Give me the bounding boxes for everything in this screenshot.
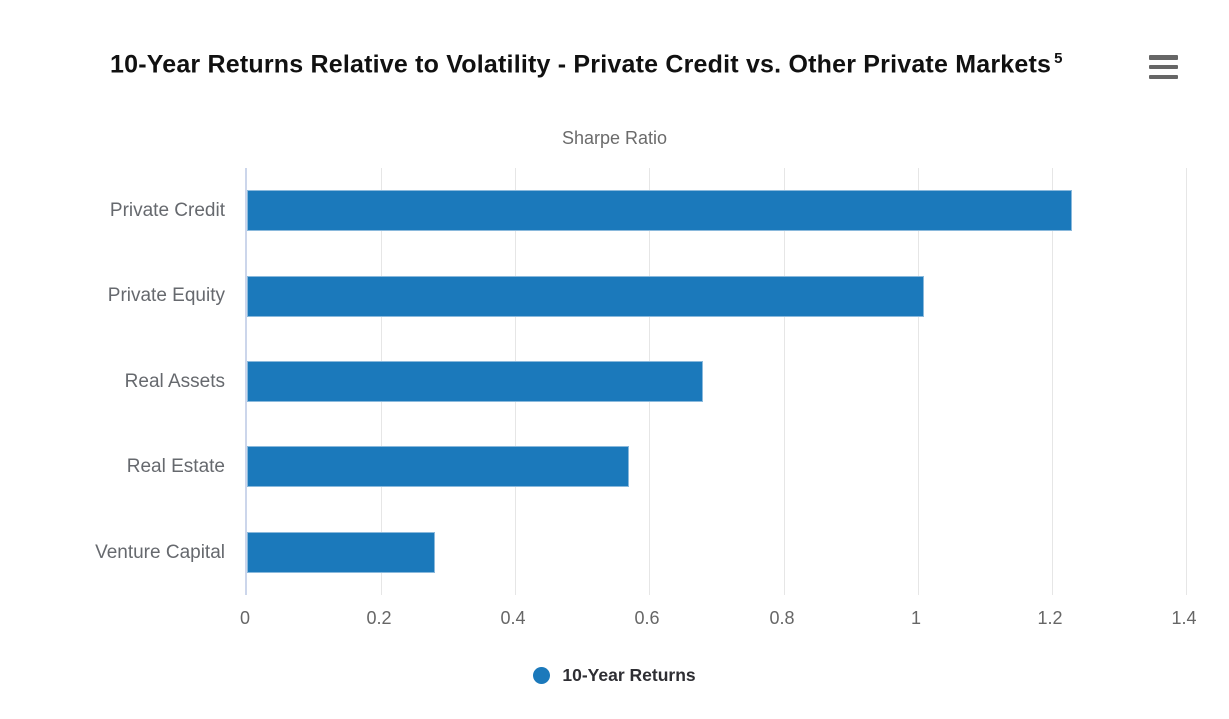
category-label: Real Estate xyxy=(126,455,225,477)
bar-real-assets[interactable] xyxy=(247,361,704,402)
category-label: Private Credit xyxy=(109,199,225,221)
legend-label: 10-Year Returns xyxy=(562,665,696,685)
bar-private-credit[interactable] xyxy=(247,190,1072,231)
chart-title-text: 10-Year Returns Relative to Volatility -… xyxy=(110,50,1052,79)
tick-label: 0.4 xyxy=(500,608,526,628)
hamburger-menu-icon xyxy=(1149,74,1178,79)
chart-title: 10-Year Returns Relative to Volatility -… xyxy=(110,42,1110,81)
tick-label: 1.4 xyxy=(1171,608,1197,628)
category-label: Private Equity xyxy=(107,284,225,306)
value-axis-title: Sharpe Ratio xyxy=(561,128,668,148)
legend-item[interactable]: 10-Year Returns xyxy=(0,665,1229,686)
tick-label: 0 xyxy=(239,608,251,628)
tick-label: 0.2 xyxy=(366,608,392,628)
hamburger-menu-icon xyxy=(1149,55,1178,60)
chart-context-menu-button[interactable] xyxy=(1149,55,1178,79)
gridline xyxy=(917,168,919,595)
bar-real-estate[interactable] xyxy=(247,446,630,487)
tick-label: 0.6 xyxy=(634,608,660,628)
category-label: Venture Capital xyxy=(95,541,225,563)
gridline xyxy=(1186,168,1187,595)
tick-label: 1.2 xyxy=(1037,608,1063,628)
tick-label: 0.8 xyxy=(769,608,795,628)
gridline xyxy=(783,168,785,595)
category-label: Real Assets xyxy=(124,370,225,392)
bar-private-equity[interactable] xyxy=(247,276,925,317)
tick-label: 1 xyxy=(910,608,922,628)
bar-venture-capital[interactable] xyxy=(247,532,435,573)
hamburger-menu-icon xyxy=(1149,64,1178,70)
gridline xyxy=(1051,168,1053,595)
plot-area xyxy=(245,168,1187,595)
chart-title-superscript: 5 xyxy=(1054,50,1063,67)
series-marker-icon xyxy=(533,667,551,684)
